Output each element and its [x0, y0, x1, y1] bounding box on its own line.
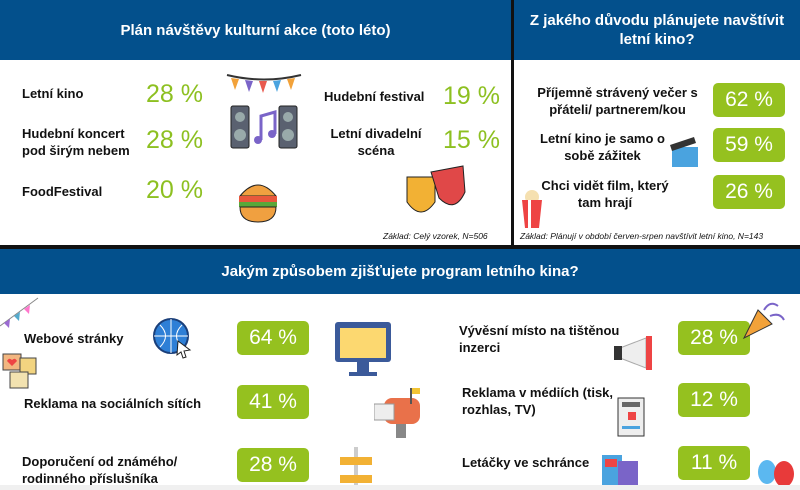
theater-masks-icon [406, 165, 466, 213]
music-speakers-icon [226, 74, 302, 149]
item-value: 19 % [443, 82, 500, 110]
item-value: 28 % [146, 80, 203, 108]
source-label: Vývěsní místo na tištěnou inzerci [459, 323, 620, 355]
mailbox-icon [374, 388, 420, 438]
reason-label: Příjemně strávený večer s přáteli/ partn… [537, 85, 698, 117]
item-value: 15 % [443, 126, 500, 154]
item-label: Hudební festival [324, 89, 425, 104]
item-value: 20 % [146, 176, 203, 204]
reason-value: 62 % [713, 83, 785, 117]
reason-label: Letní kino je samo o sobě zážitek [540, 131, 665, 163]
reason-label: Chci vidět film, který tam hrají [541, 178, 669, 210]
source-value: 41 % [237, 385, 309, 419]
base-note: Základ: Celý vzorek, N=506 [383, 231, 488, 241]
source-label: Reklama na sociálních sítích [24, 396, 202, 411]
source-value: 28 % [678, 321, 750, 355]
balloons-icon [758, 460, 794, 487]
burger-icon [238, 184, 278, 223]
item-label: Letní divadelní scéna [330, 126, 422, 158]
item-label: FoodFestival [22, 184, 103, 199]
newspaper-icon [617, 397, 645, 437]
right-header: Z jakého důvodu plánujete navštívit letn… [514, 0, 800, 60]
horizontal-divider [0, 245, 800, 249]
source-value: 12 % [678, 383, 750, 417]
item-label: Hudební koncert pod širým nebem [22, 126, 130, 158]
item-value: 28 % [146, 126, 203, 154]
item-label: Letní kino [22, 86, 84, 101]
source-value: 64 % [237, 321, 309, 355]
vertical-divider [511, 0, 514, 248]
flyers-icon [602, 455, 638, 489]
footer-strip [0, 485, 800, 490]
party-popper-icon [742, 302, 785, 340]
globe-cursor-icon [153, 318, 192, 359]
reason-value: 26 % [713, 175, 785, 209]
monitor-icon [335, 322, 391, 376]
bunting-icon [0, 297, 39, 328]
clapperboard-icon [670, 137, 698, 167]
left-header: Plán návštěvy kulturní akce (toto léto) [0, 0, 511, 60]
source-value: 28 % [237, 448, 309, 482]
source-label: Doporučení od známého/ rodinného přísluš… [22, 454, 178, 486]
reason-value: 59 % [713, 128, 785, 162]
bottom-header: Jakým způsobem zjišťujete program letníh… [0, 249, 800, 294]
source-value: 11 % [678, 446, 750, 480]
megaphone-icon [614, 336, 652, 370]
social-media-icon [2, 353, 37, 389]
source-label: Letáčky ve schránce [462, 455, 590, 470]
source-label: Reklama v médiích (tisk, rozhlas, TV) [462, 385, 614, 417]
source-label: Webové stránky [24, 331, 124, 346]
base-note: Základ: Plánují v období červen-srpen na… [520, 231, 764, 241]
signpost-icon [340, 447, 372, 490]
popcorn-icon [522, 190, 542, 228]
